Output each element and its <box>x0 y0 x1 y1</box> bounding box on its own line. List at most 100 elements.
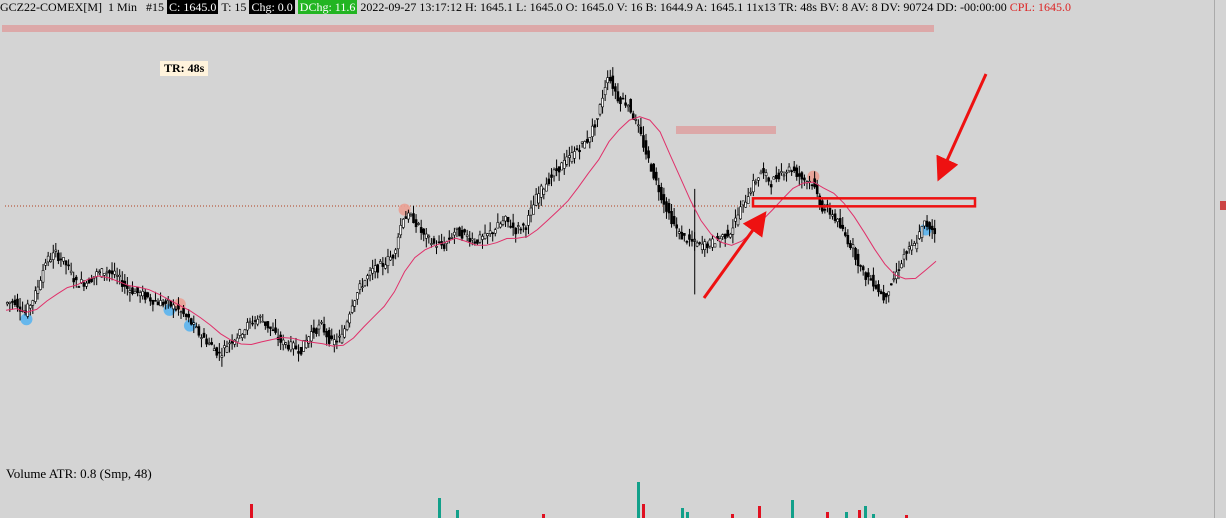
candle <box>915 234 919 253</box>
candle <box>64 260 68 275</box>
candle-body <box>598 104 602 115</box>
candle-body <box>744 201 747 208</box>
candle <box>430 238 433 248</box>
candle-body <box>404 216 408 219</box>
candle-body <box>192 322 196 325</box>
candle <box>258 314 262 324</box>
candle-body <box>846 234 850 245</box>
candle <box>151 299 155 312</box>
candle-body <box>545 183 548 192</box>
candle <box>654 167 658 186</box>
candle-body <box>782 174 786 177</box>
candle <box>345 319 349 332</box>
candle-body <box>335 340 339 343</box>
candle-body <box>156 301 160 306</box>
tr-badge: TR: 48s <box>160 61 209 76</box>
candle-body <box>775 174 778 179</box>
candle <box>325 328 328 346</box>
candle-body <box>212 348 216 352</box>
candle <box>28 304 32 316</box>
candle-body <box>608 77 612 82</box>
candle <box>276 328 280 347</box>
bar-number: #15 <box>146 0 165 14</box>
candle-body <box>41 270 45 283</box>
candle-body <box>486 233 489 237</box>
candle-body <box>478 234 482 243</box>
candle-body <box>601 97 604 108</box>
candle <box>527 209 530 235</box>
candle <box>371 259 374 281</box>
candle <box>442 236 446 252</box>
volume-bar <box>456 510 459 518</box>
candle-body <box>85 282 88 287</box>
candle <box>243 328 247 339</box>
candle <box>726 224 730 238</box>
candle <box>519 226 523 235</box>
candle-body <box>780 171 783 174</box>
candle <box>361 278 364 292</box>
candle-body <box>749 191 753 194</box>
candle <box>670 204 673 228</box>
candle <box>800 171 804 189</box>
candle <box>468 230 472 247</box>
candle <box>785 169 788 182</box>
candle-body <box>506 216 510 223</box>
candle <box>588 137 592 149</box>
candle-body <box>258 315 262 318</box>
candle-body <box>496 222 500 229</box>
candle <box>754 178 758 186</box>
candle-body <box>910 245 914 251</box>
candle <box>200 334 203 348</box>
candle-body <box>667 203 671 214</box>
candle-body <box>519 228 523 231</box>
candle-body <box>409 214 413 217</box>
candle-body <box>299 346 303 355</box>
candle-body <box>483 232 487 239</box>
candle-body <box>905 251 908 254</box>
candle <box>215 346 219 359</box>
candle <box>815 179 819 198</box>
candle-body <box>843 232 847 236</box>
candle-body <box>555 168 558 171</box>
candle <box>713 243 717 248</box>
candle-body <box>241 334 244 339</box>
candle-body <box>246 322 249 331</box>
candle-body <box>133 291 137 294</box>
candle <box>639 117 643 137</box>
candle-body <box>560 162 564 171</box>
candle <box>902 248 906 268</box>
candle <box>729 232 732 239</box>
candle <box>343 325 346 339</box>
candle-body <box>920 226 924 238</box>
candle <box>36 279 40 300</box>
candle-body <box>13 299 17 306</box>
candle <box>703 238 707 257</box>
candle <box>846 229 850 248</box>
candle <box>41 263 45 289</box>
candle <box>907 241 911 254</box>
volume-bar <box>864 506 867 518</box>
candle <box>516 221 520 234</box>
candle-body <box>46 255 50 263</box>
candle <box>138 290 142 303</box>
candle <box>775 166 778 183</box>
candle <box>26 299 30 319</box>
candle-body <box>923 220 926 227</box>
candle <box>230 334 234 350</box>
candle-body <box>340 333 344 344</box>
candle-body <box>772 176 776 180</box>
candle-body <box>304 339 308 349</box>
arrow-down <box>936 73 988 182</box>
candle <box>493 227 497 237</box>
candle <box>179 310 183 319</box>
candle <box>534 188 538 207</box>
candle-body <box>688 234 691 240</box>
candle <box>126 276 129 296</box>
candle-body <box>491 232 495 235</box>
price-axis-panel[interactable] <box>1214 0 1226 518</box>
candle-body <box>578 149 581 153</box>
candle-body <box>550 174 553 178</box>
candle <box>836 218 839 228</box>
candle <box>310 324 313 348</box>
